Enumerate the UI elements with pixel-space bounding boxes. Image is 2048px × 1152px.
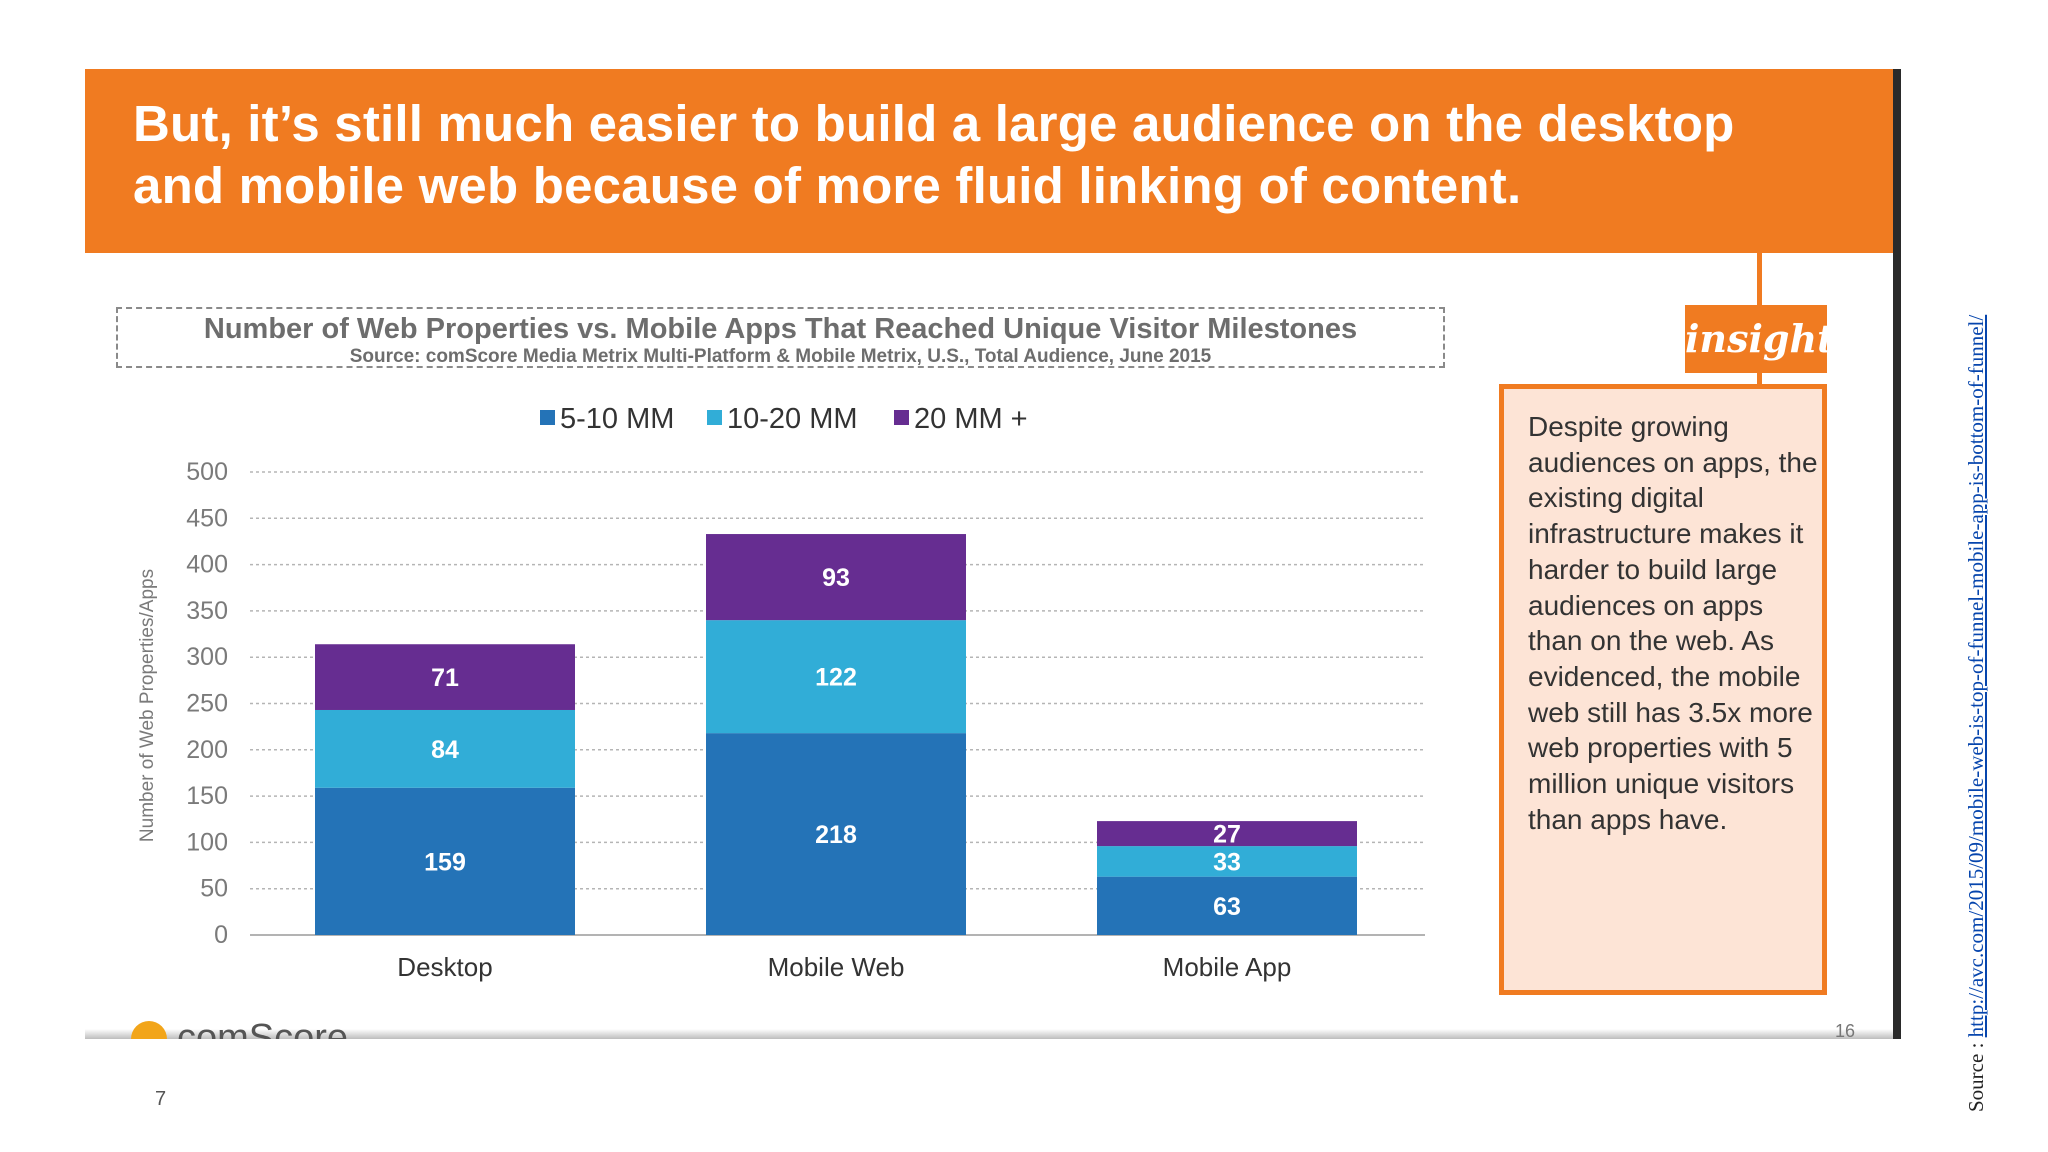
comscore-logo-icon (131, 1021, 167, 1039)
y-tick-label: 350 (186, 597, 228, 625)
legend-label: 5-10 MM (560, 403, 674, 435)
y-axis-label: Number of Web Properties/Apps (137, 569, 158, 842)
y-tick-label: 250 (186, 690, 228, 718)
data-label: 33 (1213, 848, 1241, 876)
insight-tag: insight (1685, 305, 1835, 373)
data-label: 84 (431, 736, 459, 764)
slide-title: But, it’s still much easier to build a l… (133, 95, 1735, 214)
title-banner: But, it’s still much easier to build a l… (85, 69, 1893, 253)
chart-title-box: Number of Web Properties vs. Mobile Apps… (116, 307, 1445, 368)
legend-label: 20 MM + (914, 403, 1028, 435)
slide-edge (1893, 69, 1901, 1039)
source-label: Source : (1964, 1042, 1988, 1112)
data-label: 218 (815, 821, 857, 849)
chart-subtitle: Source: comScore Media Metrix Multi-Plat… (349, 346, 1212, 367)
data-label: 63 (1213, 893, 1241, 921)
bar-segment (1097, 846, 1357, 877)
footer-divider (85, 1029, 1901, 1039)
y-tick-label: 400 (186, 551, 228, 579)
x-tick-label: Mobile Web (768, 952, 905, 982)
y-tick-label: 150 (186, 782, 228, 810)
y-tick-label: 500 (186, 458, 228, 486)
bar-segment (706, 620, 966, 734)
data-label: 93 (822, 564, 850, 592)
insight-text: Despite growing audiences on apps, the e… (1528, 411, 1818, 835)
logo-text: comScore (177, 1017, 349, 1039)
y-tick-label: 100 (186, 828, 228, 856)
legend-label: 10-20 MM (727, 403, 858, 435)
y-tick-label: 300 (186, 643, 228, 671)
bar-segment (315, 709, 575, 788)
page-number: 7 (155, 1088, 167, 1110)
legend-swatch (540, 410, 555, 425)
slide: But, it’s still much easier to build a l… (85, 69, 1901, 1039)
y-tick-label: 200 (186, 736, 228, 764)
data-label: 27 (1213, 821, 1241, 849)
data-label: 71 (431, 664, 459, 692)
bar-segment (315, 644, 575, 710)
data-label: 159 (424, 848, 466, 876)
comscore-logo: comScore (131, 1017, 371, 1039)
y-tick-label: 450 (186, 504, 228, 532)
x-tick-label: Desktop (397, 952, 492, 982)
data-label: 122 (815, 664, 857, 692)
bar-segment (706, 534, 966, 621)
legend-swatch (894, 410, 909, 425)
y-tick-label: 0 (214, 921, 228, 949)
stacked-bar-chart: 0 50 100 150 200 250 300 350 400 450 500 Number of … (137, 403, 1425, 982)
source-link[interactable]: http://avc.com/2015/09/mobile-web-is-top… (1964, 314, 1988, 1038)
legend-swatch (707, 410, 722, 425)
bar-segment (1097, 876, 1357, 935)
y-tick-label: 50 (200, 875, 228, 903)
x-tick-label: Mobile App (1163, 952, 1292, 982)
insight-box: Despite growing audiences on apps, the e… (1499, 384, 1827, 995)
slide-number: 16 (1835, 1021, 1856, 1039)
chart-title: Number of Web Properties vs. Mobile Apps… (203, 313, 1358, 345)
bar-segment (706, 733, 966, 935)
bar-segment (1097, 821, 1357, 847)
bar-segment (315, 787, 575, 935)
source-note: Source : http://avc.com/2015/09/mobile-w… (1964, 112, 1989, 1112)
